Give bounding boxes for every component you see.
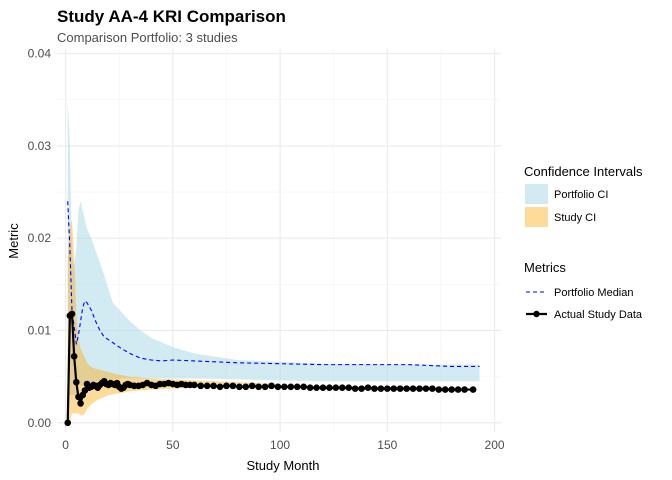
actual-study-point bbox=[396, 385, 404, 392]
actual-study-point bbox=[73, 378, 80, 386]
axis-ticks: 0 50 100 150 200 0.00 0.01 0.02 0.03 0.04 bbox=[28, 47, 505, 452]
portfolio-ci-band bbox=[67, 99, 480, 396]
actual-study-point bbox=[300, 383, 307, 391]
x-tick-label: 0 bbox=[62, 438, 69, 452]
actual-study-point bbox=[384, 385, 391, 392]
chart-title: Study AA-4 KRI Comparison bbox=[57, 7, 286, 26]
actual-study-point bbox=[274, 383, 282, 391]
portfolio-median-line bbox=[67, 201, 480, 368]
actual-study-point bbox=[210, 382, 217, 390]
y-tick-label: 0.03 bbox=[28, 139, 52, 153]
x-tick-label: 150 bbox=[377, 438, 397, 452]
actual-study-point bbox=[319, 384, 327, 392]
legend-median-label: Portfolio Median bbox=[554, 287, 634, 299]
actual-study-point bbox=[364, 384, 372, 392]
legend-actual-label: Actual Study Data bbox=[554, 309, 643, 321]
x-tick-label: 50 bbox=[166, 438, 180, 452]
y-tick-label: 0.00 bbox=[28, 416, 52, 430]
legend-study-ci-swatch bbox=[525, 207, 548, 227]
actual-study-point bbox=[435, 386, 443, 393]
actual-study-point bbox=[448, 386, 455, 393]
actual-study-point bbox=[441, 386, 449, 393]
x-tick-label: 100 bbox=[270, 438, 290, 452]
actual-study-point bbox=[358, 385, 365, 392]
chart-subtitle: Comparison Portfolio: 3 studies bbox=[57, 30, 238, 45]
actual-study-point bbox=[326, 384, 333, 392]
actual-study-point bbox=[216, 383, 224, 391]
actual-study-point bbox=[223, 382, 230, 390]
actual-study-point bbox=[268, 382, 275, 390]
y-tick-label: 0.02 bbox=[28, 231, 52, 245]
actual-study-point bbox=[261, 383, 269, 391]
actual-study-point bbox=[313, 384, 320, 392]
x-axis-title: Study Month bbox=[247, 458, 320, 473]
legend-metrics-title: Metrics bbox=[524, 260, 566, 275]
y-tick-label: 0.04 bbox=[28, 47, 52, 61]
actual-study-point bbox=[390, 385, 398, 392]
actual-study-point bbox=[429, 385, 436, 392]
portfolio-ci-area bbox=[67, 99, 480, 396]
y-axis-title: Metric bbox=[6, 223, 21, 259]
legend-ci-title: Confidence Intervals bbox=[524, 164, 643, 179]
actual-study-point bbox=[68, 310, 76, 318]
actual-study-point bbox=[64, 419, 72, 427]
actual-study-point bbox=[293, 383, 301, 391]
actual-study-point bbox=[229, 382, 237, 390]
actual-study-point bbox=[236, 383, 243, 391]
legend-study-ci-label: Study CI bbox=[554, 212, 596, 224]
actual-study-point bbox=[281, 383, 288, 391]
actual-study-point bbox=[409, 385, 417, 392]
actual-study-point bbox=[287, 383, 295, 391]
actual-study-point bbox=[371, 385, 378, 392]
actual-study-point bbox=[454, 386, 462, 393]
actual-study-point bbox=[469, 386, 477, 393]
actual-study-point bbox=[248, 382, 256, 390]
actual-study-point bbox=[338, 384, 346, 392]
actual-study-point bbox=[190, 381, 198, 389]
actual-study-point bbox=[306, 384, 314, 392]
legend-portfolio-ci-swatch bbox=[525, 184, 548, 204]
y-tick-label: 0.01 bbox=[28, 323, 52, 337]
portfolio-median-series bbox=[67, 201, 480, 368]
actual-study-point bbox=[255, 383, 262, 391]
legend-portfolio-ci-label: Portfolio CI bbox=[554, 189, 608, 201]
actual-study-point bbox=[422, 385, 430, 392]
actual-study-point bbox=[242, 383, 250, 391]
actual-study-point bbox=[377, 385, 385, 392]
actual-study-point bbox=[197, 382, 205, 390]
actual-study-point bbox=[203, 382, 211, 390]
actual-study-point bbox=[416, 385, 423, 392]
actual-study-point bbox=[351, 385, 359, 392]
actual-study-point bbox=[70, 353, 78, 360]
actual-study-series bbox=[64, 310, 477, 427]
actual-study-point bbox=[77, 400, 84, 407]
actual-study-point bbox=[345, 384, 353, 392]
x-tick-label: 200 bbox=[485, 438, 505, 452]
actual-study-point bbox=[332, 384, 340, 392]
legend-actual-point bbox=[533, 310, 540, 318]
actual-study-point bbox=[461, 386, 468, 393]
actual-study-point bbox=[403, 385, 410, 392]
